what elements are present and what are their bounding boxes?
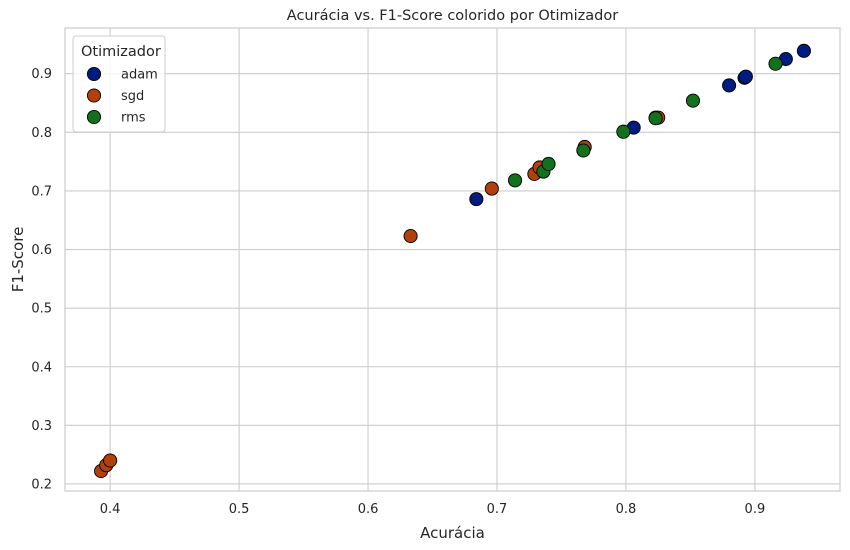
y-axis-label: F1-Score (9, 227, 27, 293)
legend-label-rms: rms (121, 111, 146, 126)
legend-marker-sgd (86, 88, 102, 103)
legend-marker-rms (86, 109, 102, 125)
legend-label-adam: adam (121, 68, 158, 83)
x-tick-label: 0.7 (487, 502, 508, 517)
legend-title: Otimizador (81, 44, 161, 60)
data-point-adam (738, 69, 753, 84)
y-tick-label: 0.3 (31, 419, 52, 434)
y-axis-ticks: 0.2 0.3 0.4 0.5 0.6 0.7 0.8 0.9 (31, 67, 52, 492)
legend-label-sgd: sgd (121, 89, 144, 104)
x-tick-label: 0.6 (358, 502, 379, 517)
y-tick-label: 0.4 (31, 360, 52, 375)
x-tick-label: 0.5 (229, 502, 250, 517)
legend: Otimizador adam sgd rms (72, 35, 166, 133)
data-points (94, 43, 811, 479)
y-tick-label: 0.6 (31, 243, 52, 258)
y-tick-label: 0.5 (31, 302, 52, 317)
data-point-sgd (484, 181, 499, 196)
y-tick-label: 0.8 (31, 126, 52, 141)
x-tick-label: 0.4 (100, 502, 121, 517)
data-point-rms (576, 143, 591, 158)
data-point-sgd (403, 229, 418, 244)
data-point-sgd (103, 453, 118, 468)
data-point-rms (541, 156, 556, 172)
legend-box (72, 35, 166, 133)
x-axis-ticks: 0.4 0.5 0.6 0.7 0.8 0.9 (100, 502, 765, 517)
chart-title: Acurácia vs. F1-Score colorido por Otimi… (287, 8, 618, 24)
plot-frame (64, 27, 841, 492)
y-tick-label: 0.7 (31, 184, 52, 199)
plot-area (64, 27, 841, 492)
data-point-adam (722, 78, 737, 93)
y-tick-label: 0.9 (31, 67, 52, 82)
x-tick-label: 0.9 (745, 502, 766, 517)
x-tick-label: 0.8 (616, 502, 637, 517)
y-tick-label: 0.2 (31, 477, 52, 492)
grid (65, 28, 840, 491)
x-axis-label: Acurácia (420, 524, 485, 542)
data-point-rms (648, 111, 663, 126)
data-point-rms (616, 124, 631, 139)
data-point-rms (685, 93, 701, 108)
data-point-adam (796, 43, 811, 58)
legend-marker-adam (86, 66, 102, 82)
data-point-rms (507, 173, 523, 188)
legend-items: adam sgd rms (86, 66, 158, 126)
data-point-adam (469, 192, 484, 207)
data-point-rms (768, 56, 783, 71)
